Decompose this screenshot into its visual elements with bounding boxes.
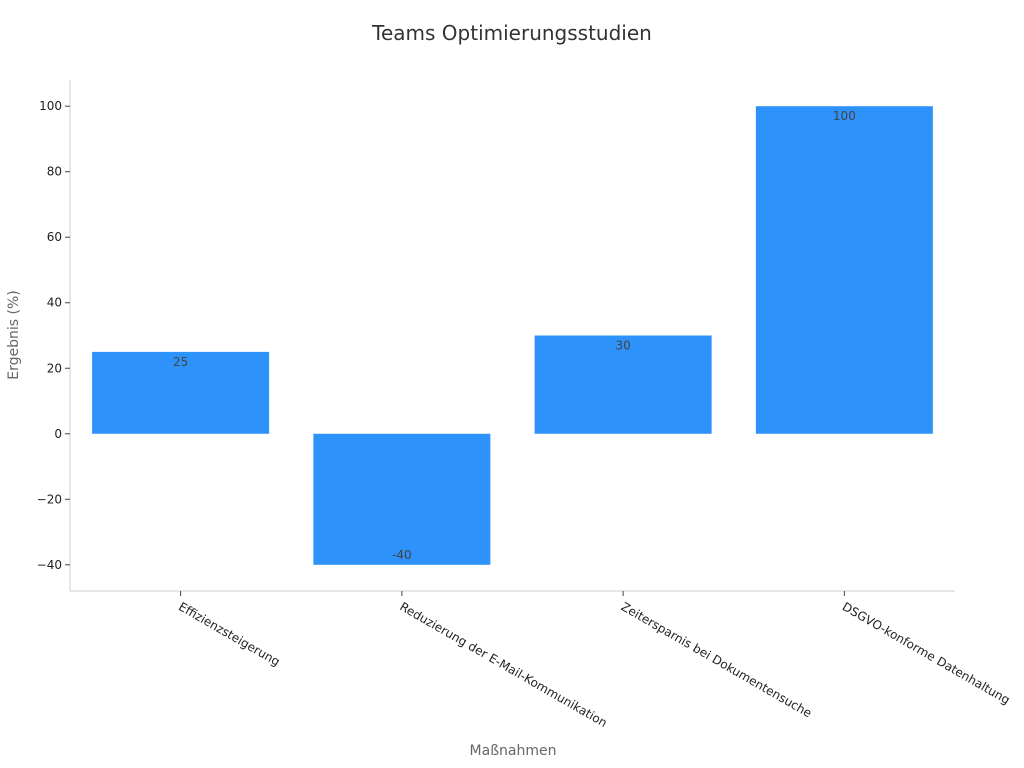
bar: [534, 335, 712, 434]
data-label: 30: [615, 339, 630, 353]
y-tick-label: 80: [47, 165, 62, 179]
data-label: 100: [833, 109, 856, 123]
y-tick-label: 20: [47, 361, 62, 375]
y-ticks-group: −40 −20 0 20 40 60 80 100: [37, 99, 70, 572]
chart-title: Teams Optimierungsstudien: [371, 21, 652, 45]
y-tick-label: 0: [54, 427, 62, 441]
bars-group: [92, 106, 933, 565]
x-category-label: Effizienzsteigerung: [176, 599, 282, 668]
x-category-label: Zeitersparnis bei Dokumentensuche: [619, 599, 814, 720]
y-tick-label: 40: [47, 296, 62, 310]
x-category-label: DSGVO-konforme Datenhaltung: [840, 599, 1012, 707]
y-tick-label: −40: [37, 558, 62, 572]
data-labels-group: 25 -40 30 100: [173, 109, 856, 562]
x-category-label: Reduzierung der E-Mail-Kommunikation: [397, 599, 609, 730]
y-tick-label: 60: [47, 230, 62, 244]
y-tick-label: −20: [37, 492, 62, 506]
bar: [92, 351, 270, 434]
data-label: -40: [392, 548, 412, 562]
bar: [755, 106, 933, 434]
y-axis-title: Ergebnis (%): [6, 290, 22, 379]
bar: [313, 433, 491, 565]
x-axis-title: Maßnahmen: [470, 743, 557, 759]
data-label: 25: [173, 355, 188, 369]
x-categories-group: Effizienzsteigerung Reduzierung der E-Mai…: [176, 591, 1012, 730]
y-tick-label: 100: [39, 99, 62, 113]
